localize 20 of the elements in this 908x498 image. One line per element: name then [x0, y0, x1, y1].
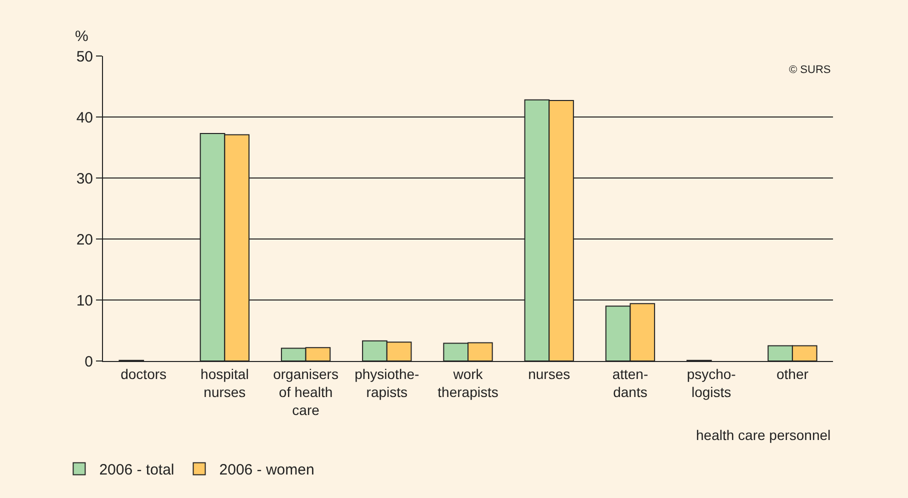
- y-tick-label: 0: [84, 353, 93, 370]
- x-tick-label: doctors: [120, 366, 167, 382]
- x-axis-title: health care personnel: [696, 427, 831, 443]
- legend-label: 2006 - total: [99, 462, 174, 479]
- legend-label: 2006 - women: [219, 462, 314, 479]
- x-tick-label: psycho- logists: [686, 366, 736, 400]
- annotation: © SURS: [789, 64, 831, 76]
- x-tick-label: organisers of health care: [273, 366, 338, 418]
- x-tick-label: nurses: [528, 366, 570, 382]
- y-tick-label: 10: [76, 292, 93, 310]
- x-tick-label: other: [776, 366, 809, 382]
- x-tick-label: work therapists: [438, 366, 498, 400]
- y-tick-label: 40: [76, 109, 93, 126]
- y-axis-title: %: [75, 28, 88, 45]
- y-tick-label: 50: [76, 48, 93, 66]
- y-tick-label: 30: [76, 170, 93, 188]
- x-tick-label: atten- dants: [612, 366, 648, 400]
- x-tick-label: physiothe- rapists: [354, 366, 420, 400]
- y-tick-label: 20: [76, 231, 93, 248]
- x-tick-label: hospital nurses: [200, 366, 249, 400]
